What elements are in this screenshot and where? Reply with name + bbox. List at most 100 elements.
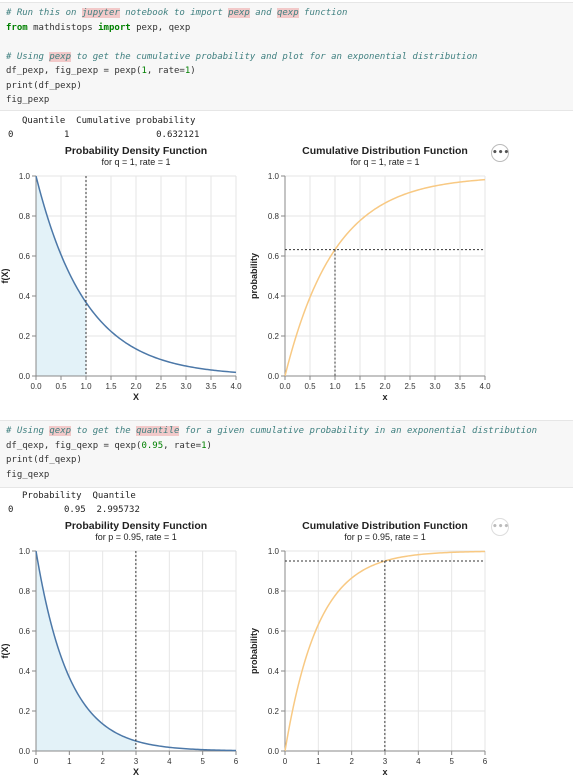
- code-token: ): [206, 440, 212, 451]
- code-token: # Run this on: [6, 8, 82, 18]
- x-tick-label: 3: [383, 757, 388, 766]
- shaded-area: [36, 551, 136, 751]
- x-tick-label: 4: [416, 757, 421, 766]
- chart-subtitle: for q = 1, rate = 1: [350, 157, 419, 167]
- y-tick-label: 0.8: [19, 587, 31, 596]
- code-line[interactable]: # Using qexp to get the quantile for a g…: [6, 424, 567, 439]
- chart-title: Probability Density Function: [65, 520, 207, 532]
- code-token: mathdistops: [27, 22, 99, 33]
- chart-subtitle: for p = 0.95, rate = 1: [344, 532, 426, 542]
- x-tick-label: 6: [483, 757, 488, 766]
- x-tick-label: 1.5: [354, 382, 366, 391]
- x-axis-title: x: [382, 392, 387, 402]
- y-tick-label: 0.8: [19, 212, 31, 221]
- x-axis-title: x: [382, 767, 387, 777]
- y-tick-label: 1.0: [268, 172, 280, 181]
- x-tick-label: 2.5: [404, 382, 416, 391]
- x-tick-label: 4.0: [479, 382, 491, 391]
- code-editor-2[interactable]: # Using qexp to get the quantile for a g…: [0, 421, 573, 485]
- code-line[interactable]: [6, 35, 567, 50]
- code-token: notebook to import: [119, 8, 229, 18]
- row-index: 0: [8, 130, 14, 140]
- code-token: qexp: [49, 426, 72, 436]
- code-token: pexp: [49, 51, 72, 62]
- code-token: 1: [141, 66, 147, 76]
- y-tick-label: 1.0: [19, 172, 31, 181]
- code-line[interactable]: from mathdistops import pexp, qexp: [6, 21, 567, 36]
- x-tick-label: 1.5: [105, 382, 117, 391]
- code-line[interactable]: # Run this on jupyter notebook to import…: [6, 6, 567, 21]
- y-axis-title: f(X): [0, 644, 10, 659]
- code-token: ): [190, 66, 196, 76]
- y-tick-label: 0.4: [268, 292, 280, 301]
- code-cell-2[interactable]: # Using qexp to get the quantile for a g…: [0, 420, 573, 488]
- table-row: 1 0.632121: [64, 130, 200, 140]
- x-tick-label: 3.5: [205, 382, 217, 391]
- code-editor-1[interactable]: # Run this on jupyter notebook to import…: [0, 3, 573, 111]
- x-axis-title: X: [133, 767, 139, 777]
- x-tick-label: 2: [349, 757, 354, 766]
- code-token: pexp, qexp: [130, 22, 191, 33]
- code-line[interactable]: print(df_qexp): [6, 453, 567, 468]
- x-tick-label: 1: [67, 757, 72, 766]
- chart-subtitle: for p = 0.95, rate = 1: [95, 532, 177, 542]
- output-table-2: Probability Quantile 0 0.95 2.995732: [0, 488, 573, 518]
- code-token: to get the cumulative probability and pl…: [71, 51, 478, 62]
- y-tick-label: 0.6: [268, 252, 280, 261]
- code-token: 1: [201, 440, 207, 451]
- code-token: print(df_qexp): [6, 455, 82, 465]
- code-token: df_qexp, fig_qexp = qexp(: [6, 440, 142, 451]
- y-tick-label: 0.4: [268, 667, 280, 676]
- code-line[interactable]: df_qexp, fig_qexp = qexp(0.95, rate=1): [6, 439, 567, 454]
- code-line[interactable]: # Using pexp to get the cumulative proba…: [6, 50, 567, 65]
- row-index: 0: [8, 505, 14, 515]
- y-tick-label: 0.0: [268, 372, 280, 381]
- y-tick-label: 0.2: [268, 707, 280, 716]
- code-line[interactable]: print(df_pexp): [6, 79, 567, 94]
- x-tick-label: 1.0: [329, 382, 341, 391]
- more-actions-button[interactable]: •••: [491, 518, 509, 536]
- code-token: quantile: [136, 426, 180, 436]
- chart-title: Cumulative Distribution Function: [302, 145, 468, 157]
- x-tick-label: 3: [134, 757, 139, 766]
- code-token: and: [249, 8, 277, 18]
- y-tick-label: 0.0: [19, 747, 31, 756]
- cdf-line: [284, 178, 486, 377]
- more-actions-button[interactable]: •••: [491, 144, 509, 162]
- code-token: df_pexp, fig_pexp = pexp(: [6, 66, 142, 76]
- shaded-area: [36, 176, 86, 376]
- x-tick-label: 3.0: [429, 382, 441, 391]
- x-tick-label: 2: [100, 757, 105, 766]
- code-token: from: [6, 22, 28, 33]
- code-line[interactable]: fig_pexp: [6, 93, 567, 108]
- pdf-line: [35, 175, 237, 374]
- x-tick-label: 3.5: [454, 382, 466, 391]
- code-token: jupyter: [81, 8, 120, 18]
- y-tick-label: 0.0: [19, 372, 31, 381]
- y-tick-label: 1.0: [268, 547, 280, 556]
- y-tick-label: 0.6: [19, 252, 31, 261]
- x-tick-label: 0.0: [279, 382, 291, 391]
- code-token: print(df_pexp): [6, 80, 82, 91]
- code-token: function: [298, 8, 348, 18]
- code-token: fig_pexp: [6, 95, 50, 105]
- x-tick-label: 3.0: [180, 382, 192, 391]
- code-token: 0.95: [141, 440, 164, 451]
- y-axis-title: probability: [249, 253, 259, 299]
- y-tick-label: 0.8: [268, 212, 280, 221]
- code-token: , rate=: [146, 66, 185, 76]
- x-tick-label: 2.0: [130, 382, 142, 391]
- code-token: for a given cumulative probability in an…: [179, 426, 538, 436]
- code-token: pexp: [228, 8, 250, 18]
- y-tick-label: 1.0: [19, 547, 31, 556]
- code-cell-1[interactable]: # Run this on jupyter notebook to import…: [0, 2, 573, 111]
- table-row: 0.95 2.995732: [64, 505, 140, 515]
- code-line[interactable]: df_pexp, fig_pexp = pexp(1, rate=1): [6, 64, 567, 79]
- code-line[interactable]: fig_qexp: [6, 468, 567, 483]
- pdf-line: [35, 550, 237, 752]
- x-tick-label: 5: [449, 757, 454, 766]
